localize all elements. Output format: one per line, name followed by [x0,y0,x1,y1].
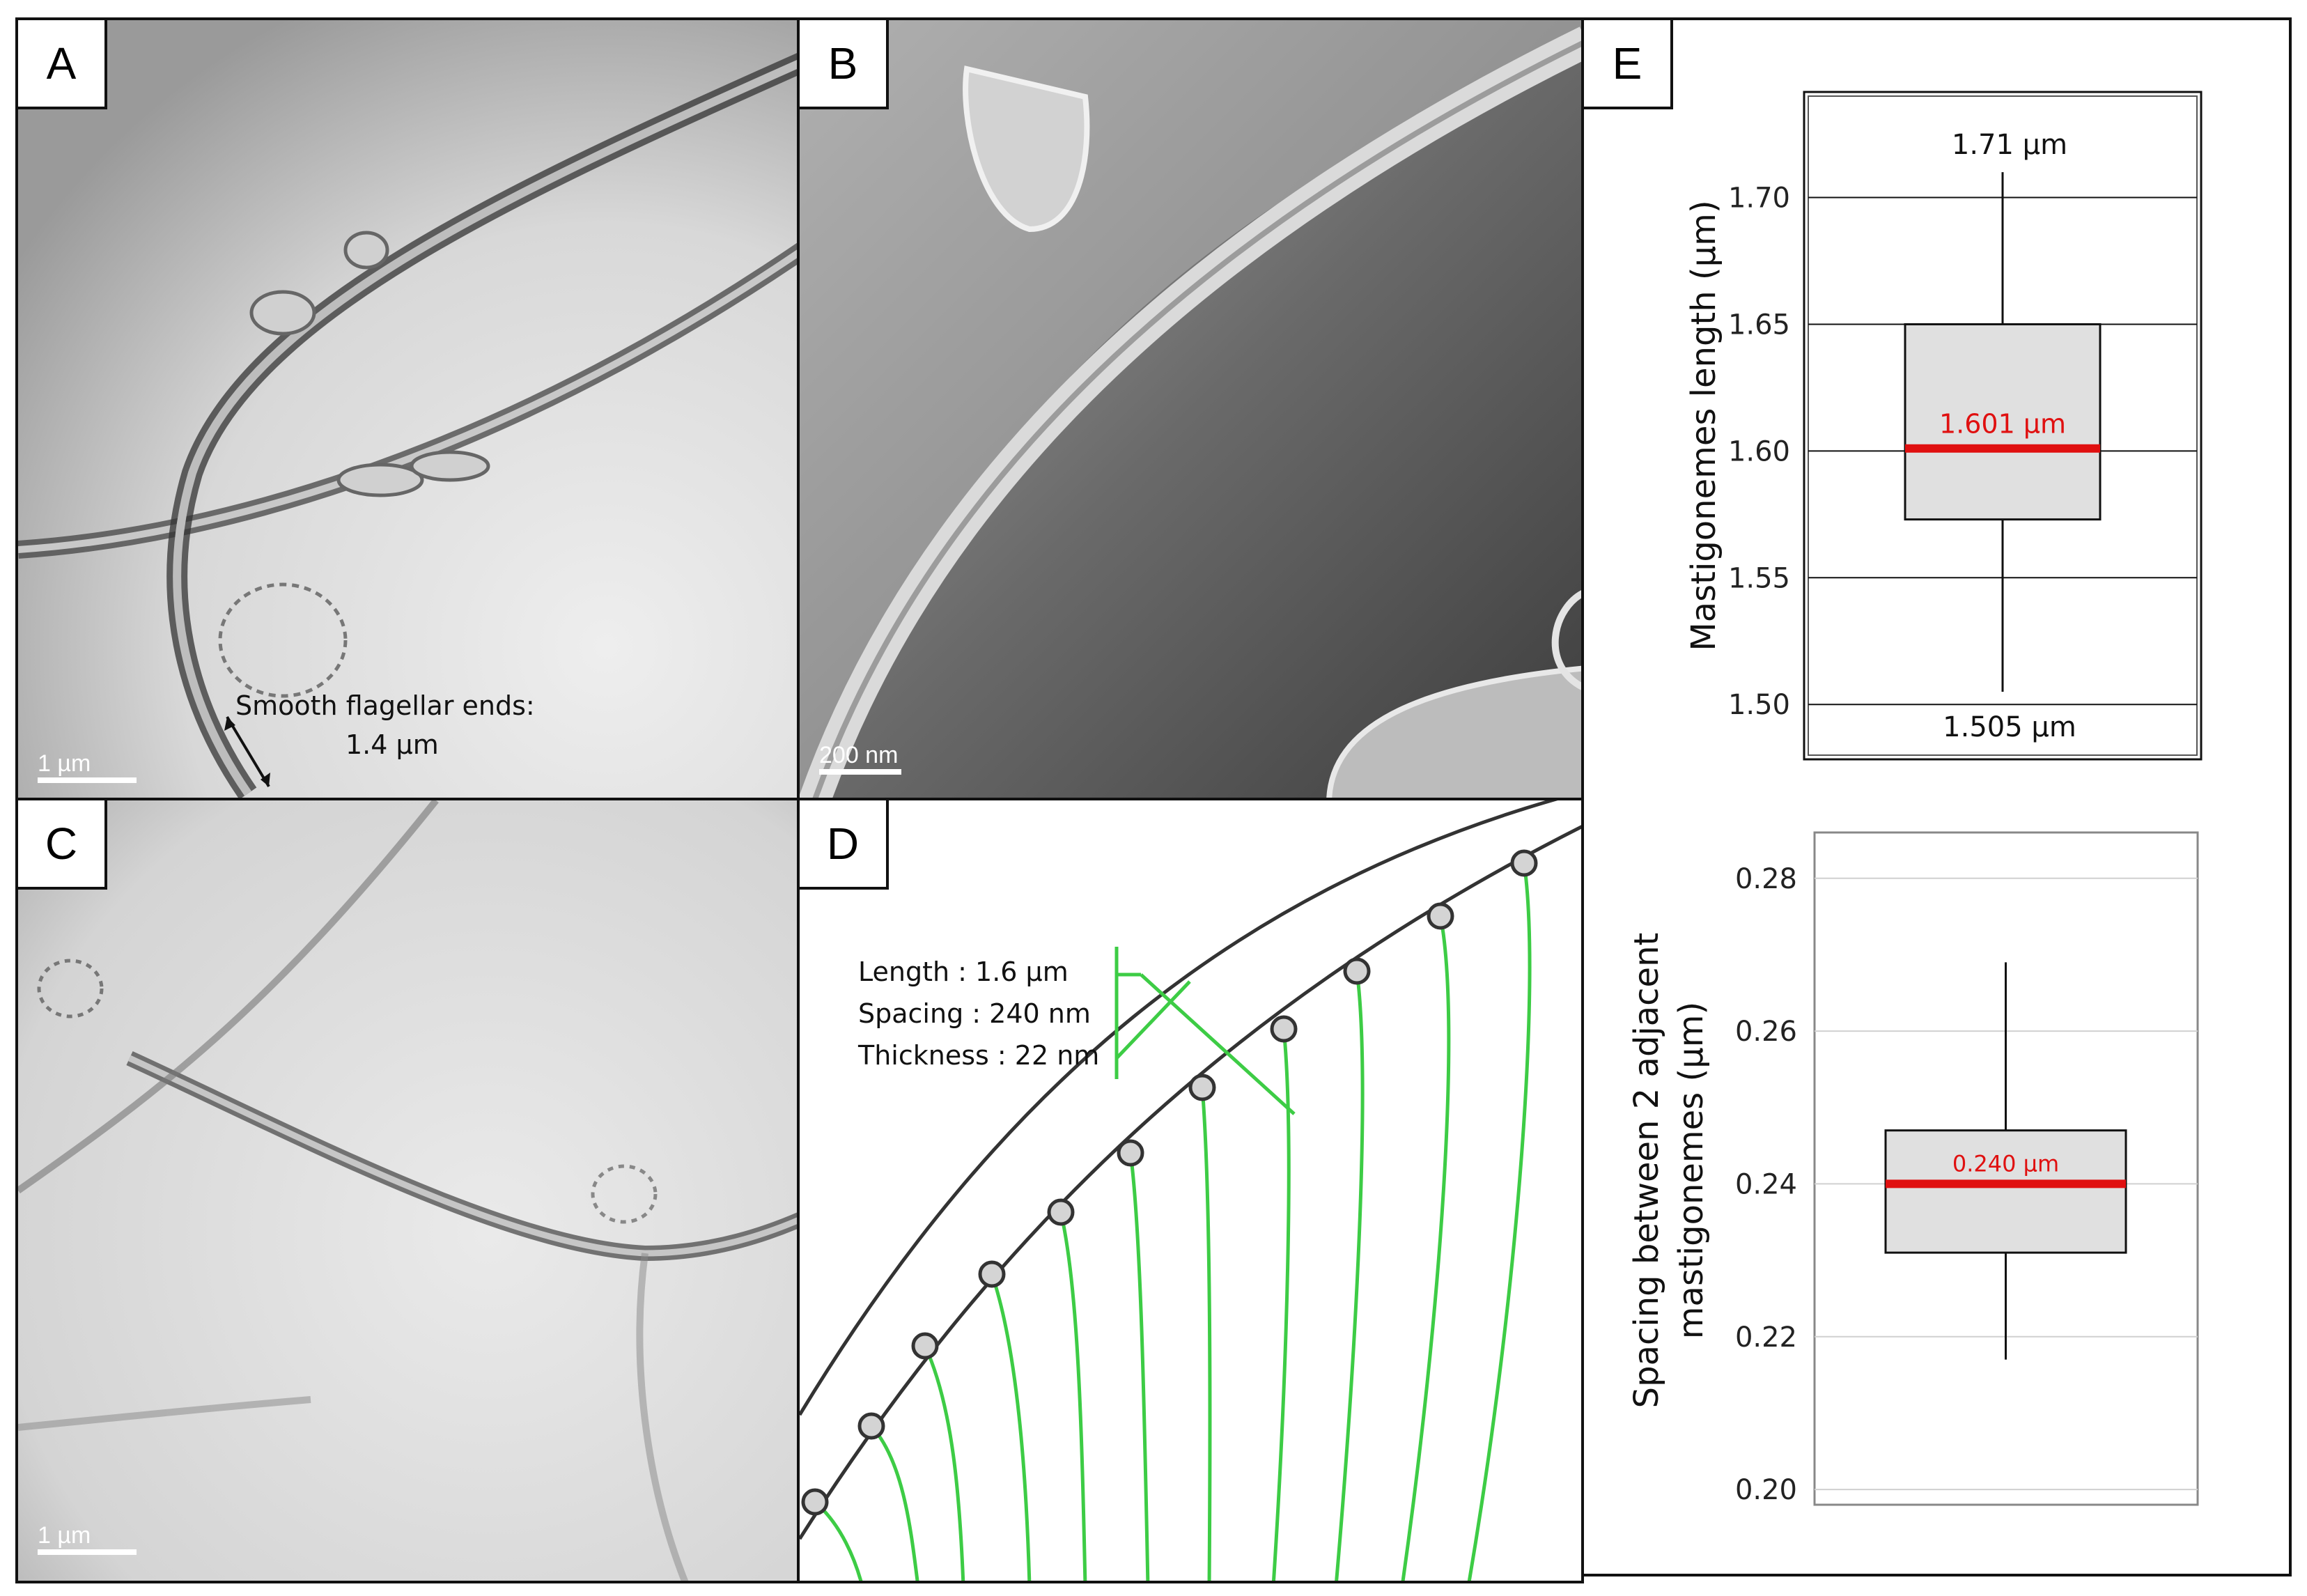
spacing-text: Spacing : 240 nm [858,998,1091,1029]
attachment-nodes [801,849,1538,1516]
thickness-text: Thickness : 22 nm [858,1040,1100,1071]
scale-bar-c-label: 1 µm [38,1522,91,1549]
flagellum-inner-edge [800,825,1581,1540]
smooth-ends-annotation-line1: Smooth flagellar ends: [235,690,535,721]
flagellum-outer-edge [800,800,1558,1416]
panel-e-label: E [1584,20,1673,109]
micrograph-b [800,20,1581,798]
scale-bar-b: 200 nm [819,742,901,775]
dimension-indicator [1114,947,1296,1115]
panel-b: B 200 nm [797,17,1584,800]
scale-bar-a-line [38,777,137,783]
panel-c-label: C [18,800,107,890]
smooth-ends-annotation-line2: 1.4 µm [345,729,439,760]
scale-bar-c: 1 µm [38,1522,137,1555]
panel-d-label: D [800,800,889,890]
panel-e: E [1581,17,2292,1576]
scale-bar-b-label: 200 nm [819,742,899,768]
panel-a: A Smooth flagellar ends: 1.4 µm 1 µm [15,17,800,800]
scale-bar-a-label: 1 µm [38,750,91,777]
panel-a-label: A [18,20,107,109]
scale-bar-c-line [38,1549,137,1555]
scale-bar-b-line [819,769,901,775]
length-text: Length : 1.6 µm [858,956,1069,987]
panel-d: D Length : 1.6 µm Spacing : 240 nm Thick… [797,798,1584,1583]
panel-c: C 1 µm [15,798,800,1583]
mastigoneme-diagram [800,800,1581,1581]
micrograph-a [18,20,797,798]
micrograph-c [18,800,797,1581]
scale-bar-a: 1 µm [38,750,137,783]
panel-b-label: B [800,20,889,109]
